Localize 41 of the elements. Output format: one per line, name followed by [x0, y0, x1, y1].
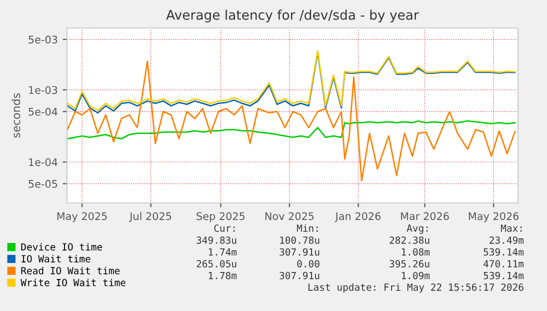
x-tick-label: May 2026 [468, 212, 519, 222]
text: 539.14m [484, 272, 524, 280]
text: Cur: [214, 224, 235, 232]
line-series [67, 120, 516, 140]
x-tick-label: Jul 2025 [129, 212, 172, 222]
text: Last update: Fri May 22 15:56:17 2026 [308, 283, 524, 293]
legend-label: Read IO Wait time [21, 266, 120, 274]
text: 307.91u [280, 272, 320, 280]
x-tick-label: Jan 2026 [334, 212, 381, 222]
text: 307.91u [280, 248, 320, 256]
text: 1.09m [402, 272, 430, 280]
text: 349.83u [196, 236, 236, 244]
y-tick-label: 1e-04 [29, 158, 58, 166]
text: 1.74m [208, 248, 237, 256]
text: Avg: [406, 224, 428, 234]
legend-label: Write IO Wait time [20, 278, 126, 286]
text: 395.26u [390, 260, 430, 268]
text: 539.14m [484, 248, 524, 256]
text: 1.08m [402, 248, 430, 256]
x-tick-label: Mar 2026 [401, 212, 449, 220]
text: 0.00 [297, 260, 320, 268]
y-axis-title: seconds [12, 93, 20, 138]
y-tick-label: 5e-03 [28, 36, 58, 44]
text: 265.05u [196, 260, 236, 268]
text: Max: [500, 224, 522, 232]
text: 1.78m [208, 272, 237, 280]
text: 470.11m [484, 260, 524, 268]
x-tick-label: Nov 2025 [265, 212, 314, 220]
x-tick-label: May 2025 [57, 212, 107, 222]
legend-label: IO Wait time [22, 254, 90, 262]
text: 23.49m [490, 236, 524, 244]
x-tick-label: Sep 2025 [196, 212, 245, 222]
legend-label: Device IO time [21, 243, 102, 251]
y-tick-label: 1e-03 [29, 86, 58, 94]
y-tick-label: 5e-05 [28, 180, 58, 188]
text: 282.38u [390, 236, 430, 244]
y-tick-label: 5e-04 [28, 108, 58, 116]
line-series [67, 60, 516, 182]
chart-title: Average latency for /dev/sda - by year [166, 10, 419, 22]
text: Min: [296, 224, 318, 232]
text: 100.78u [280, 236, 320, 244]
